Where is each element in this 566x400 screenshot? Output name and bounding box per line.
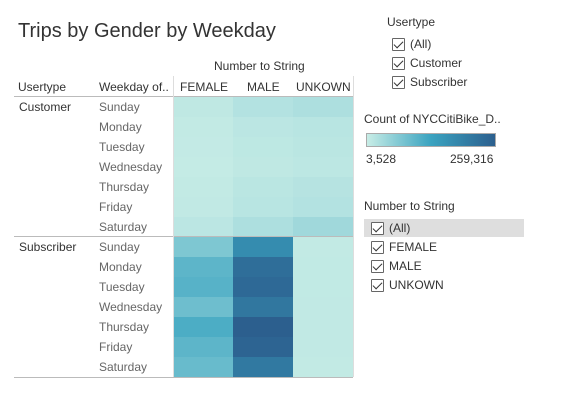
checkbox-icon[interactable] (392, 38, 405, 52)
filter-label: FEMALE (389, 240, 438, 254)
filter-label: Subscriber (410, 75, 468, 89)
gender-filter-male[interactable]: MALE (371, 257, 422, 275)
heatmap-cell-customer-tuesday-female[interactable] (174, 137, 233, 157)
weekday-label: Thursday (99, 320, 150, 334)
heatmap-cell-customer-thursday-female[interactable] (174, 177, 233, 197)
filter-label: Customer (410, 56, 463, 70)
color-ramp (366, 133, 496, 147)
gender-filter-unkown[interactable]: UNKOWN (371, 276, 444, 294)
heatmap-cell-customer-sunday-unkown[interactable] (293, 97, 353, 117)
weekday-label: Saturday (99, 220, 148, 234)
heatmap-cell-customer-saturday-female[interactable] (174, 217, 233, 237)
heatmap-cell-customer-saturday-unkown[interactable] (293, 217, 353, 237)
gender-header-male[interactable]: MALE (247, 80, 280, 94)
weekday-column-header[interactable]: Weekday of.. (99, 80, 169, 94)
checkbox-icon[interactable] (371, 279, 384, 293)
weekday-label: Friday (99, 200, 133, 214)
color-legend-max: 259,316 (450, 152, 494, 166)
usertype-filter-title: Usertype (387, 15, 436, 29)
usertype-column-header[interactable]: Usertype (18, 80, 67, 94)
weekday-label: Sunday (99, 100, 140, 114)
heatmap-cell-customer-friday-female[interactable] (174, 197, 233, 217)
weekday-label: Tuesday (99, 280, 145, 294)
heatmap-cell-subscriber-saturday-unkown[interactable] (293, 357, 353, 377)
usertype-filter-customer[interactable]: Customer (392, 54, 462, 72)
heatmap-cell-customer-sunday-female[interactable] (174, 97, 233, 117)
heatmap-cell-subscriber-sunday-female[interactable] (174, 237, 233, 257)
usertype-label-subscriber: Subscriber (19, 240, 77, 254)
filter-label: MALE (389, 259, 422, 273)
heatmap-cell-subscriber-tuesday-female[interactable] (174, 277, 233, 297)
gender-header-female[interactable]: FEMALE (180, 80, 229, 94)
checkbox-icon[interactable] (371, 260, 384, 274)
weekday-label: Saturday (99, 360, 148, 374)
heatmap-cell-subscriber-monday-male[interactable] (233, 257, 293, 277)
heatmap-cell-subscriber-friday-unkown[interactable] (293, 337, 353, 357)
heatmap-cell-subscriber-tuesday-unkown[interactable] (293, 277, 353, 297)
weekday-label: Friday (99, 340, 133, 354)
checkbox-icon[interactable] (392, 57, 405, 71)
heatmap-cell-customer-thursday-male[interactable] (233, 177, 293, 197)
weekday-label: Monday (99, 260, 142, 274)
heatmap-cell-subscriber-friday-female[interactable] (174, 337, 233, 357)
chart-title: Trips by Gender by Weekday (18, 20, 276, 42)
heatmap-cell-customer-sunday-male[interactable] (233, 97, 293, 117)
weekday-label: Tuesday (99, 140, 145, 154)
weekday-label: Monday (99, 120, 142, 134)
usertype-filter-subscriber[interactable]: Subscriber (392, 73, 467, 91)
heatmap-cell-subscriber-tuesday-male[interactable] (233, 277, 293, 297)
gender-filter-title: Number to String (364, 199, 455, 213)
color-legend-min: 3,528 (366, 152, 397, 166)
weekday-label: Thursday (99, 180, 150, 194)
filter-label: UNKOWN (389, 278, 444, 292)
weekday-label: Sunday (99, 240, 140, 254)
checkbox-icon[interactable] (371, 222, 384, 236)
heatmap-cell-customer-wednesday-male[interactable] (233, 157, 293, 177)
usertype-filter-all[interactable]: (All) (392, 35, 431, 53)
heatmap-cell-subscriber-sunday-male[interactable] (233, 237, 293, 257)
filter-label: (All) (410, 37, 432, 51)
color-legend-title: Count of NYCCitiBike_D.. (364, 112, 501, 126)
heatmap-cell-customer-tuesday-unkown[interactable] (293, 137, 353, 157)
gender-filter-all[interactable]: (All) (364, 219, 524, 237)
heatmap-cell-customer-monday-female[interactable] (174, 117, 233, 137)
gender-header-unkown[interactable]: UNKOWN (296, 80, 351, 94)
usertype-label-customer: Customer (19, 100, 72, 114)
heatmap-cell-subscriber-wednesday-unkown[interactable] (293, 297, 353, 317)
heatmap-cell-subscriber-thursday-female[interactable] (174, 317, 233, 337)
heatmap-cell-subscriber-thursday-male[interactable] (233, 317, 293, 337)
weekday-label: Wednesday (99, 300, 163, 314)
heatmap-cell-customer-saturday-male[interactable] (233, 217, 293, 237)
heatmap-cell-subscriber-wednesday-male[interactable] (233, 297, 293, 317)
heatmap-cell-subscriber-sunday-unkown[interactable] (293, 237, 353, 257)
heatmap-cell-subscriber-monday-unkown[interactable] (293, 257, 353, 277)
heatmap-cell-subscriber-friday-male[interactable] (233, 337, 293, 357)
checkbox-icon[interactable] (392, 76, 405, 90)
heatmap-cell-customer-thursday-unkown[interactable] (293, 177, 353, 197)
heatmap-cell-subscriber-saturday-male[interactable] (233, 357, 293, 377)
heatmap-cell-subscriber-wednesday-female[interactable] (174, 297, 233, 317)
checkbox-icon[interactable] (371, 241, 384, 255)
weekday-label: Wednesday (99, 160, 163, 174)
heatmap-cell-customer-monday-unkown[interactable] (293, 117, 353, 137)
heatmap-cell-customer-wednesday-unkown[interactable] (293, 157, 353, 177)
heatmap-cell-customer-friday-unkown[interactable] (293, 197, 353, 217)
filter-label: (All) (389, 221, 411, 235)
heatmap-cell-customer-monday-male[interactable] (233, 117, 293, 137)
heatmap-cell-customer-tuesday-male[interactable] (233, 137, 293, 157)
heatmap-cell-subscriber-saturday-female[interactable] (174, 357, 233, 377)
heatmap-cell-customer-wednesday-female[interactable] (174, 157, 233, 177)
heatmap-cell-customer-friday-male[interactable] (233, 197, 293, 217)
column-group-header: Number to String (214, 59, 305, 73)
gender-filter-female[interactable]: FEMALE (371, 238, 437, 256)
heatmap-cell-subscriber-monday-female[interactable] (174, 257, 233, 277)
heatmap-cell-subscriber-thursday-unkown[interactable] (293, 317, 353, 337)
